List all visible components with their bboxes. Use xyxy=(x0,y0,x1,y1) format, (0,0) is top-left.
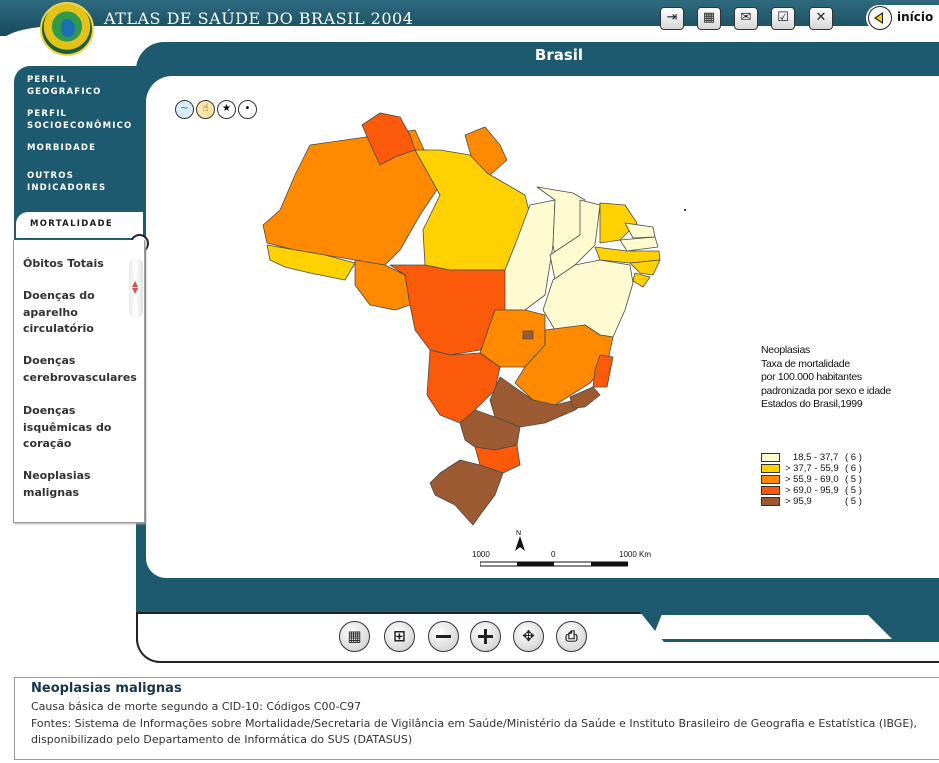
header-curve xyxy=(0,26,939,44)
state-mt xyxy=(389,264,508,356)
legend-swatch xyxy=(761,464,780,473)
legend-row: > 69,0 - 95,9 ( 5 ) xyxy=(761,485,931,496)
pan-icon[interactable]: ✥ xyxy=(513,621,544,652)
state-pb xyxy=(619,236,659,252)
legend-swatch xyxy=(761,453,780,462)
star-icon[interactable]: ★ xyxy=(217,100,236,119)
submenu-list: Óbitos Totais Doenças do aparelho circul… xyxy=(13,240,145,523)
map-scale: N 1000 0 1000 Km xyxy=(472,530,662,570)
table-icon[interactable]: ▦ xyxy=(339,621,370,652)
nav-item-perfil-socioeconomico[interactable]: PERFIL SOCIOECONÔMICO xyxy=(27,109,133,131)
info-title: Neoplasias malignas xyxy=(31,681,182,696)
scale-label-right: 1000 Km xyxy=(619,550,652,559)
state-ce xyxy=(599,202,638,244)
state-df xyxy=(522,330,534,340)
nav-item-outros-indicadores[interactable]: OUTROS INDICADORES xyxy=(27,171,107,193)
globe-icon[interactable]: ~ xyxy=(175,100,194,119)
back-arrow-icon xyxy=(868,6,892,30)
submenu-item-cerebrovasculares[interactable]: Doenças cerebrovasculares xyxy=(23,354,137,384)
sidebar-nav: PERFIL GEOGRAFICO PERFIL SOCIOECONÔMICO MO… xyxy=(14,66,145,232)
scale-label-mid: 0 xyxy=(551,550,556,559)
legend-row: > 55,9 - 69,0 ( 5 ) xyxy=(761,474,931,485)
submenu-item-obitos-totais[interactable]: Óbitos Totais xyxy=(23,257,104,270)
state-ms xyxy=(426,349,501,424)
submenu-item-isquemicas[interactable]: Doenças isquêmicas do coração xyxy=(23,404,112,450)
scale-bar xyxy=(480,561,628,567)
state-rj xyxy=(569,386,601,409)
info-line-fontes: Fontes: Sistema de Informações sobre Mor… xyxy=(31,717,918,730)
zoom-in-icon[interactable] xyxy=(470,621,501,652)
state-ac xyxy=(266,244,356,281)
map-marker-dot xyxy=(684,209,686,211)
inicio-button[interactable]: início xyxy=(866,5,939,31)
chart-icon[interactable]: ⊞ xyxy=(384,621,415,652)
state-mg xyxy=(514,324,614,406)
nav-item-morbidade[interactable]: MORBIDADE xyxy=(27,143,97,153)
zoom-out-icon[interactable] xyxy=(428,621,459,652)
state-sp xyxy=(489,376,596,428)
checklist-icon[interactable]: ☑ xyxy=(771,7,795,30)
info-panel: Neoplasias malignas Causa básica de mort… xyxy=(14,677,939,760)
state-es xyxy=(592,354,614,388)
nav-item-perfil-geografico[interactable]: PERFIL GEOGRAFICO xyxy=(27,75,102,97)
close-icon[interactable]: ✕ xyxy=(809,7,833,30)
legend-swatch xyxy=(761,475,780,484)
scroll-arrows-icon: ▲ ▼ xyxy=(132,279,139,295)
calculator-icon[interactable]: ▦ xyxy=(697,7,721,30)
frame-title: Brasil xyxy=(534,46,584,64)
state-se xyxy=(632,272,651,288)
submenu-scrollbar[interactable]: ▲ ▼ xyxy=(129,258,143,318)
scale-label-left: 1000 xyxy=(472,550,490,559)
mail-icon[interactable]: ✉ xyxy=(734,7,758,30)
point-icon[interactable]: • xyxy=(238,100,257,119)
state-rs xyxy=(429,459,504,526)
legend-title: Neoplasias Taxa de mortalidade por 100.0… xyxy=(761,344,891,410)
submenu-item-neoplasias[interactable]: Neoplasias malignas xyxy=(23,469,91,499)
app-title: ATLAS DE SAÚDE DO BRASIL 2004 xyxy=(104,9,414,28)
frame-bottom-tab-inner xyxy=(652,615,892,639)
inicio-label: início xyxy=(897,10,934,24)
info-line-datasus: disponibilizado pelo Departamento de Inf… xyxy=(31,733,413,746)
atlas-logo xyxy=(40,2,94,56)
state-rn xyxy=(624,222,656,239)
state-ba xyxy=(542,259,634,338)
legend-swatch xyxy=(761,486,780,495)
legend-row: > 37,7 - 55,9 ( 6 ) xyxy=(761,463,931,474)
brazil-map xyxy=(262,112,661,526)
legend-row: > 95,9 ( 5 ) xyxy=(761,496,931,507)
state-al xyxy=(629,259,661,276)
print-icon[interactable]: ⎙ xyxy=(556,621,587,652)
nav-item-mortalidade-label: MORTALIDADE xyxy=(30,219,113,229)
state-ro xyxy=(354,259,411,311)
legend-row: 18,5 - 37,7 ( 6 ) xyxy=(761,452,931,463)
north-arrow-label: N xyxy=(516,530,522,537)
north-arrow-icon xyxy=(515,536,525,551)
legend-swatch xyxy=(761,497,780,506)
submenu-item-aparelho-circulatorio[interactable]: Doenças do aparelho circulatório xyxy=(23,289,95,335)
exit-icon[interactable]: ⇥ xyxy=(660,7,684,30)
nav-item-mortalidade[interactable]: MORTALIDADE xyxy=(14,210,145,240)
info-line-cid: Causa básica de morte segundo a CID-10: … xyxy=(31,700,362,713)
hand-icon[interactable]: ☝ xyxy=(196,100,215,119)
